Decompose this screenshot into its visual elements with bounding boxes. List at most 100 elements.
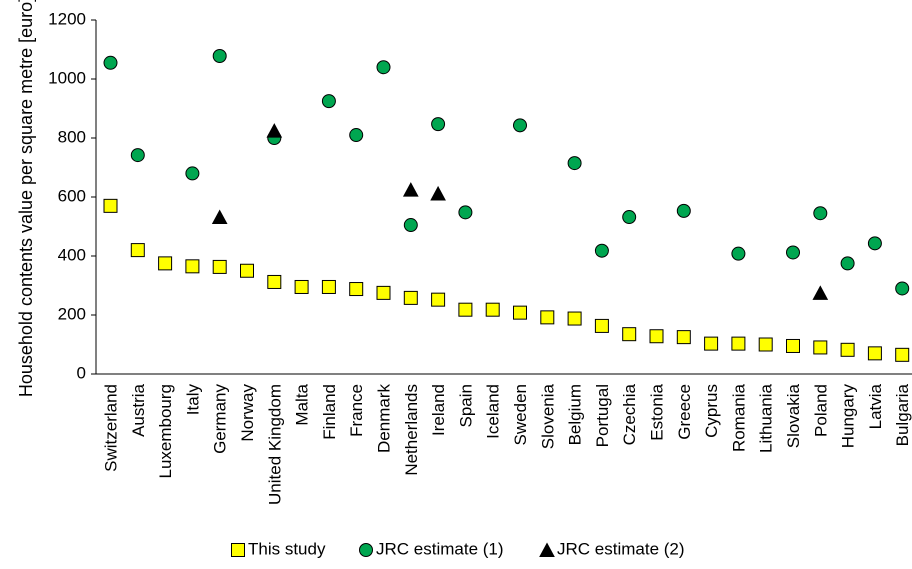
data-point — [595, 319, 608, 332]
legend: This study JRC estimate (1) JRC estimate (… — [232, 539, 685, 558]
data-point — [841, 343, 854, 356]
x-tick-label: Estonia — [648, 383, 667, 440]
data-point — [541, 311, 554, 324]
x-tick-label: Romania — [729, 383, 748, 452]
x-tick-label: Bulgaria — [893, 383, 912, 446]
data-point — [213, 260, 226, 273]
x-tick-label: Germany — [211, 384, 230, 454]
x-tick-label: Portugal — [593, 384, 612, 447]
data-point — [677, 331, 690, 344]
data-point — [568, 157, 581, 170]
data-point — [896, 348, 909, 361]
x-tick-label: Greece — [675, 384, 694, 440]
x-tick-label: Malta — [293, 383, 312, 425]
x-tick-label: Hungary — [839, 384, 858, 449]
y-axis-title: Household contents value per square metr… — [16, 0, 36, 397]
data-point — [759, 338, 772, 351]
y-tick-label: 600 — [58, 186, 86, 205]
data-point — [213, 211, 227, 224]
data-point — [404, 291, 417, 304]
x-tick-label: Austria — [129, 383, 148, 436]
x-tick-label: Denmark — [375, 384, 394, 453]
x-tick-label: Cyprus — [702, 384, 721, 438]
data-point — [431, 187, 445, 200]
axes — [96, 20, 912, 374]
x-tick-label: Finland — [320, 384, 339, 440]
x-tick-label: Lithuania — [757, 383, 776, 453]
x-labels: Switzerland Austria Luxembourg Italy Germany… — [102, 383, 912, 505]
data-point — [459, 303, 472, 316]
data-point — [241, 264, 254, 277]
data-point — [186, 260, 199, 273]
y-tick-label: 400 — [58, 245, 86, 264]
y-tick-label: 1200 — [48, 9, 86, 28]
x-tick-label: Netherlands — [402, 384, 421, 476]
x-tick-label: Norway — [238, 384, 257, 442]
x-tick-label: Ireland — [429, 384, 448, 436]
data-point — [841, 257, 854, 270]
data-point — [787, 246, 800, 259]
data-point — [514, 119, 527, 132]
data-point — [814, 341, 827, 354]
x-tick-label: Switzerland — [102, 384, 121, 472]
data-point — [486, 303, 499, 316]
data-point — [322, 95, 335, 108]
y-tick-label: 0 — [77, 363, 86, 382]
legend-label: JRC estimate (1) — [376, 539, 504, 558]
x-tick-label: Belgium — [566, 384, 585, 445]
data-point — [404, 219, 417, 232]
x-tick-label: Slovenia — [538, 383, 557, 449]
data-point — [186, 167, 199, 180]
data-point — [732, 247, 745, 260]
data-point — [514, 306, 527, 319]
data-point — [213, 49, 226, 62]
legend-label: JRC estimate (2) — [557, 539, 685, 558]
data-point — [787, 339, 800, 352]
legend-item: JRC estimate (2) — [540, 539, 685, 558]
data-point — [732, 337, 745, 350]
legend-marker — [232, 544, 245, 557]
data-point — [677, 204, 690, 217]
data-point — [131, 244, 144, 257]
series-2 — [104, 49, 909, 294]
data-point — [377, 286, 390, 299]
x-tick-label: Czechia — [620, 383, 639, 445]
data-point — [813, 286, 827, 299]
data-point — [159, 257, 172, 270]
y-tick-label: 1000 — [48, 68, 86, 87]
legend-item: JRC estimate (1) — [360, 539, 504, 558]
data-point — [623, 211, 636, 224]
data-point — [295, 280, 308, 293]
data-point — [650, 330, 663, 343]
x-tick-label: France — [347, 384, 366, 437]
x-tick-label: Luxembourg — [156, 384, 175, 479]
data-point — [268, 275, 281, 288]
legend-marker — [360, 544, 373, 557]
x-tick-label: Spain — [456, 384, 475, 427]
x-tick-label: Italy — [183, 384, 202, 416]
data-point — [595, 244, 608, 257]
data-point — [104, 199, 117, 212]
x-tick-label: Poland — [811, 384, 830, 437]
data-point — [131, 149, 144, 162]
legend-item: This study — [232, 539, 326, 558]
data-point — [350, 283, 363, 296]
data-point — [705, 337, 718, 350]
data-point — [868, 347, 881, 360]
y-tick-label: 200 — [58, 304, 86, 323]
x-tick-label: Latvia — [866, 383, 885, 429]
y-tick-label: 800 — [58, 127, 86, 146]
x-tick-label: Slovakia — [784, 383, 803, 448]
legend-label: This study — [248, 539, 326, 558]
x-tick-label: United Kingdom — [265, 384, 284, 505]
series-3 — [213, 124, 828, 299]
data-point — [350, 129, 363, 142]
data-point — [267, 124, 281, 137]
data-point — [432, 293, 445, 306]
data-point — [568, 312, 581, 325]
data-point — [432, 118, 445, 131]
x-tick-label: Sweden — [511, 384, 530, 445]
data-point — [404, 183, 418, 196]
